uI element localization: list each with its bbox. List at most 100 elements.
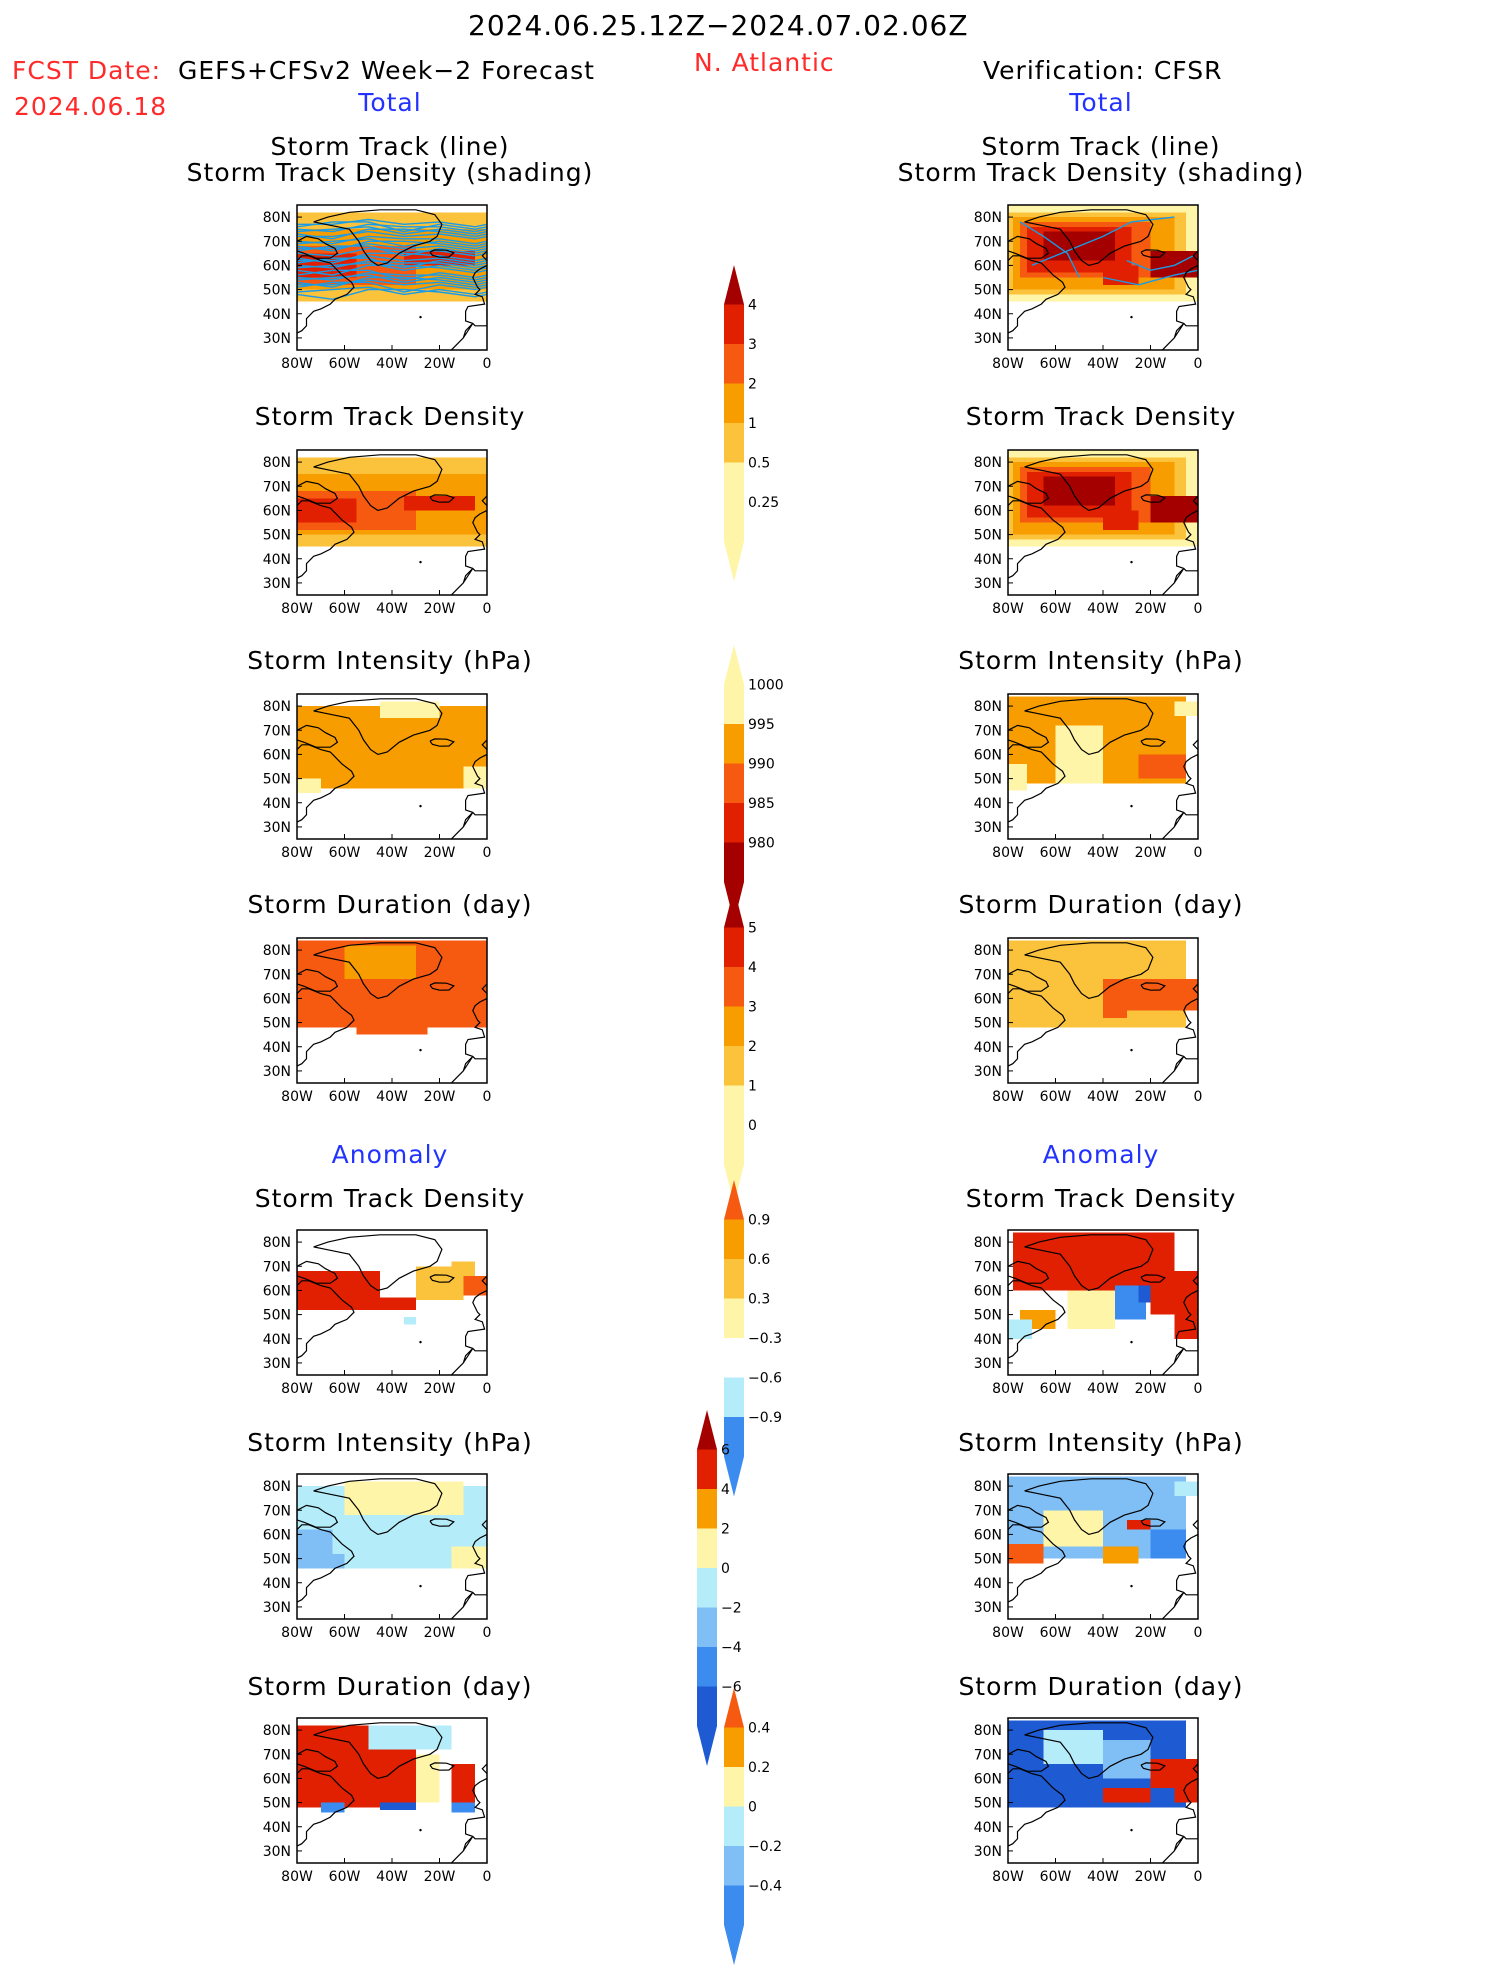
svg-text:80N: 80N [263, 943, 291, 959]
svg-text:50N: 50N [263, 1552, 291, 1568]
section-anomaly-left: Anomaly [331, 1140, 449, 1169]
svg-text:40W: 40W [1087, 1381, 1119, 1397]
svg-text:80W: 80W [992, 1625, 1024, 1641]
verification-label: Verification: CFSR [983, 56, 1223, 85]
svg-text:−0.3: −0.3 [748, 1331, 782, 1347]
colorbar-duration-anom: 0.4 0.2 0 −0.2 −0.4 [724, 1688, 782, 1965]
svg-text:0: 0 [1194, 356, 1203, 372]
svg-text:40W: 40W [376, 1869, 408, 1885]
svg-text:30N: 30N [974, 1844, 1002, 1860]
svg-text:5: 5 [748, 921, 757, 937]
panel-title-duration-left: Storm Duration (day) [247, 890, 533, 919]
svg-text:−0.6: −0.6 [748, 1371, 782, 1387]
svg-text:0: 0 [1194, 1089, 1203, 1105]
svg-text:0: 0 [748, 1800, 757, 1816]
svg-text:80N: 80N [974, 210, 1002, 226]
svg-text:40W: 40W [1087, 601, 1119, 617]
svg-text:50N: 50N [974, 283, 1002, 299]
svg-text:80W: 80W [281, 845, 313, 861]
svg-text:50N: 50N [974, 1796, 1002, 1812]
svg-text:70N: 70N [974, 234, 1002, 250]
svg-text:70N: 70N [263, 1503, 291, 1519]
svg-text:30N: 30N [974, 576, 1002, 592]
svg-text:0: 0 [483, 1381, 492, 1397]
svg-text:50N: 50N [263, 528, 291, 544]
svg-text:40N: 40N [974, 307, 1002, 323]
svg-text:30N: 30N [263, 1064, 291, 1080]
svg-text:60N: 60N [263, 1771, 291, 1787]
svg-text:80W: 80W [281, 1625, 313, 1641]
map-panel: 80N 70N 60N 50N 40N 30N 80W 60W 40W 20W 0 [974, 1717, 1202, 1885]
svg-text:60W: 60W [1040, 1381, 1072, 1397]
svg-text:6: 6 [721, 1443, 730, 1459]
svg-text:70N: 70N [974, 1503, 1002, 1519]
svg-text:0: 0 [483, 1869, 492, 1885]
svg-text:20W: 20W [424, 1381, 456, 1397]
svg-text:1: 1 [748, 1079, 757, 1095]
panel-title-density-anom-right: Storm Track Density [965, 1184, 1237, 1213]
svg-text:30N: 30N [263, 1844, 291, 1860]
svg-text:80W: 80W [281, 601, 313, 617]
panel-title-track-line-left: Storm Track (line) [270, 132, 510, 161]
panel-title-track-shading-right: Storm Track Density (shading) [897, 158, 1305, 187]
svg-text:40N: 40N [263, 796, 291, 812]
svg-text:80W: 80W [281, 1089, 313, 1105]
map-panel: 80N 70N 60N 50N 40N 30N 80W 60W 40W 20W 0 [263, 449, 491, 617]
svg-text:0: 0 [1194, 845, 1203, 861]
svg-text:40W: 40W [376, 845, 408, 861]
svg-text:70N: 70N [263, 1259, 291, 1275]
svg-text:80W: 80W [992, 845, 1024, 861]
svg-text:0: 0 [1194, 1625, 1203, 1641]
svg-text:50N: 50N [263, 772, 291, 788]
svg-text:80N: 80N [263, 1479, 291, 1495]
svg-text:0.9: 0.9 [748, 1213, 770, 1229]
svg-text:3: 3 [748, 1000, 757, 1016]
colorbar-duration-total: 5 4 3 2 1 0 [724, 888, 757, 1205]
map-panel: 80N 70N 60N 50N 40N 30N 80W 60W 40W 20W 0 [974, 449, 1202, 617]
svg-text:50N: 50N [974, 1552, 1002, 1568]
map-panel: 80N 70N 60N 50N 40N 30N 80W 60W 40W 20W 0 [263, 204, 491, 372]
map-panel: 80N 70N 60N 50N 40N 30N 80W 60W 40W 20W 0 [263, 1473, 491, 1641]
svg-text:20W: 20W [1135, 356, 1167, 372]
svg-text:40N: 40N [974, 1332, 1002, 1348]
colorbar-intensity-total: 1000 995 990 985 980 [724, 645, 784, 922]
svg-text:4: 4 [748, 298, 757, 314]
panel-title-track-line-right: Storm Track (line) [981, 132, 1221, 161]
panel-title-duration-anom-left: Storm Duration (day) [247, 1672, 533, 1701]
svg-text:60N: 60N [974, 1527, 1002, 1543]
svg-text:80W: 80W [992, 601, 1024, 617]
svg-text:60N: 60N [263, 747, 291, 763]
svg-text:80N: 80N [974, 1723, 1002, 1739]
svg-text:30N: 30N [263, 1356, 291, 1372]
svg-text:40W: 40W [376, 601, 408, 617]
svg-text:995: 995 [748, 717, 775, 733]
svg-text:60W: 60W [329, 1625, 361, 1641]
svg-text:30N: 30N [263, 576, 291, 592]
svg-text:70N: 70N [263, 967, 291, 983]
svg-text:40N: 40N [263, 1576, 291, 1592]
svg-text:2: 2 [748, 1039, 757, 1055]
svg-text:80W: 80W [992, 356, 1024, 372]
model-label: GEFS+CFSv2 Week−2 Forecast [178, 56, 595, 85]
svg-text:60W: 60W [329, 1089, 361, 1105]
panel-title-duration-anom-right: Storm Duration (day) [958, 1672, 1244, 1701]
svg-text:20W: 20W [424, 1869, 456, 1885]
svg-text:40W: 40W [1087, 356, 1119, 372]
svg-text:40W: 40W [376, 1625, 408, 1641]
panel-title-intensity-anom-right: Storm Intensity (hPa) [958, 1428, 1244, 1457]
svg-text:30N: 30N [263, 820, 291, 836]
svg-text:60N: 60N [974, 503, 1002, 519]
svg-text:80N: 80N [974, 1479, 1002, 1495]
svg-text:40N: 40N [974, 1820, 1002, 1836]
svg-text:0.6: 0.6 [748, 1252, 770, 1268]
svg-text:60W: 60W [1040, 601, 1072, 617]
svg-text:60N: 60N [263, 1527, 291, 1543]
svg-text:0: 0 [1194, 1381, 1203, 1397]
svg-text:−0.2: −0.2 [748, 1839, 782, 1855]
date-range-title: 2024.06.25.12Z−2024.07.02.06Z [468, 9, 969, 42]
map-panel: 80N 70N 60N 50N 40N 30N 80W 60W 40W 20W 0 [974, 1229, 1203, 1397]
svg-text:70N: 70N [263, 723, 291, 739]
svg-text:40W: 40W [376, 356, 408, 372]
colorbar-density-anom: 0.9 0.6 0.3 −0.3 −0.6 −0.9 [724, 1180, 782, 1497]
svg-text:20W: 20W [1135, 1381, 1167, 1397]
